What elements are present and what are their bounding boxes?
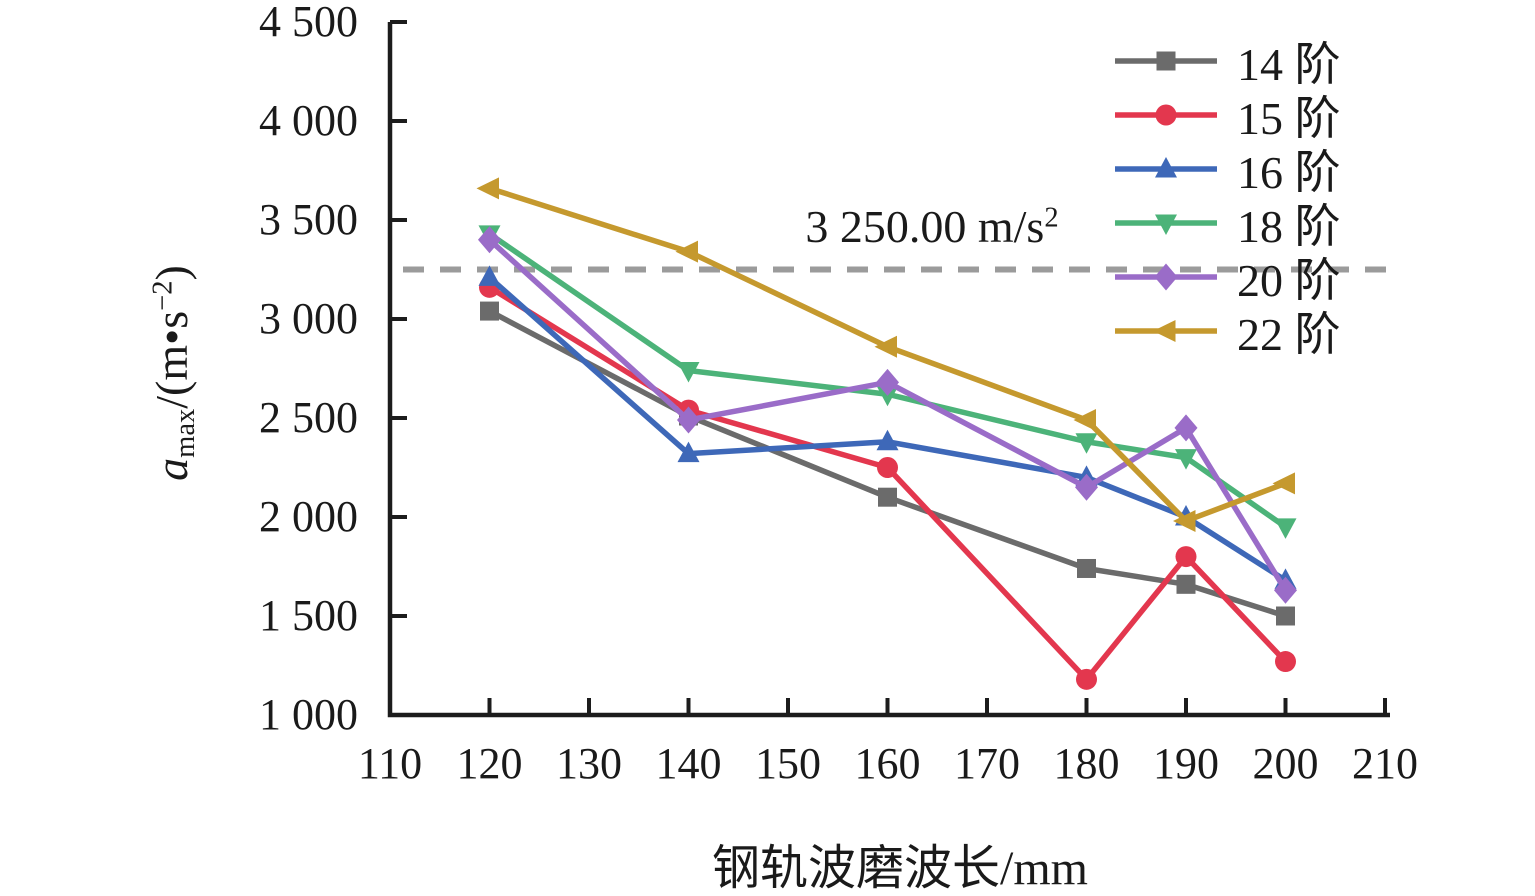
legend-swatch-triangle-up-icon bbox=[1115, 157, 1217, 178]
data-point-marker-triangle-left bbox=[1153, 320, 1176, 342]
x-tick-label: 200 bbox=[1252, 739, 1319, 788]
legend: 14 阶 15 阶 16 阶 18 阶 20 阶 22 阶 bbox=[1113, 34, 1341, 360]
x-tick-label: 210 bbox=[1352, 739, 1418, 788]
x-tick-label: 160 bbox=[854, 739, 921, 788]
legend-label: 16 阶 bbox=[1237, 147, 1341, 198]
data-point-marker-triangle-up bbox=[1155, 157, 1177, 178]
x-tick-label: 120 bbox=[456, 739, 523, 788]
legend-item: 16 阶 bbox=[1113, 142, 1341, 198]
data-point-marker-triangle-down bbox=[1075, 433, 1098, 454]
legend-swatch-square-icon bbox=[1115, 51, 1217, 71]
y-tick-label: 3 000 bbox=[259, 294, 358, 343]
data-point-marker-diamond bbox=[1274, 576, 1297, 604]
legend-label: 15 阶 bbox=[1237, 93, 1341, 144]
reference-line-label: 3 250.00 m/s2 bbox=[682, 200, 1182, 253]
legend-item: 14 阶 bbox=[1113, 34, 1341, 90]
series-order-22阶 bbox=[476, 177, 1295, 532]
series-order-18阶 bbox=[478, 225, 1297, 539]
data-point-marker-diamond bbox=[1174, 414, 1198, 442]
data-point-marker-triangle-left bbox=[1073, 408, 1096, 431]
series-line bbox=[486, 308, 1289, 619]
series-line bbox=[486, 237, 1289, 594]
data-point-marker-diamond bbox=[876, 368, 899, 396]
x-tick-label: 190 bbox=[1153, 739, 1219, 788]
y-tick-label: 2 000 bbox=[259, 492, 358, 541]
legend-swatch-triangle-left-icon bbox=[1115, 320, 1217, 342]
data-point-marker-circle bbox=[1076, 668, 1097, 690]
y-tick-label: 3 500 bbox=[259, 195, 358, 244]
data-point-marker-triangle-left bbox=[1272, 472, 1295, 495]
data-point-marker-triangle-left bbox=[675, 240, 698, 263]
legend-item: 15 阶 bbox=[1113, 88, 1341, 144]
data-point-marker-square bbox=[878, 487, 897, 507]
data-point-marker-triangle-up bbox=[677, 441, 700, 463]
series-line bbox=[486, 274, 1289, 584]
series-line bbox=[486, 231, 1289, 530]
x-tick-label: 150 bbox=[755, 739, 821, 788]
data-point-marker-triangle-down bbox=[1175, 449, 1197, 470]
legend-label: 20 阶 bbox=[1237, 255, 1341, 306]
data-point-marker-diamond bbox=[1154, 263, 1178, 291]
data-point-marker-circle bbox=[877, 457, 898, 478]
legend-label: 14 阶 bbox=[1237, 39, 1341, 90]
y-axis-title: amax/(m•s−2) bbox=[141, 83, 203, 663]
x-tick-label: 130 bbox=[556, 739, 622, 788]
y-tick-label: 1 500 bbox=[259, 591, 358, 640]
legend-swatch-triangle-down-icon bbox=[1115, 214, 1217, 235]
x-tick-label: 110 bbox=[357, 739, 423, 788]
data-point-marker-square bbox=[1156, 51, 1176, 71]
data-point-marker-diamond bbox=[478, 226, 501, 254]
data-point-marker-square bbox=[1176, 574, 1196, 594]
data-point-marker-triangle-down bbox=[1274, 518, 1297, 539]
data-point-marker-square bbox=[1276, 606, 1295, 626]
reference-line-exponent: 2 bbox=[1044, 202, 1059, 234]
y-tick-label: 4 500 bbox=[259, 0, 358, 46]
x-tick-label: 170 bbox=[954, 739, 1020, 788]
legend-swatch-circle-icon bbox=[1115, 104, 1217, 126]
data-point-marker-triangle-down bbox=[876, 385, 899, 407]
y-axis-unit-suffix: ) bbox=[146, 265, 197, 281]
legend-item: 20 阶 bbox=[1113, 250, 1341, 306]
y-axis-unit-exponent: −2 bbox=[147, 280, 179, 311]
legend-item: 22 阶 bbox=[1113, 304, 1341, 360]
legend-label: 22 阶 bbox=[1237, 309, 1341, 360]
x-tick-label: 180 bbox=[1053, 739, 1120, 788]
data-point-marker-circle bbox=[1275, 651, 1296, 673]
data-point-marker-triangle-down bbox=[1155, 214, 1177, 235]
x-tick-label: 140 bbox=[655, 739, 722, 788]
legend-item: 18 阶 bbox=[1113, 196, 1341, 252]
y-axis-subscript: max bbox=[170, 408, 202, 458]
data-point-marker-triangle-down bbox=[677, 361, 700, 383]
data-point-marker-diamond bbox=[1075, 473, 1098, 501]
data-point-marker-circle bbox=[1175, 546, 1197, 568]
data-point-marker-diamond bbox=[677, 406, 700, 434]
y-tick-label: 2 500 bbox=[259, 393, 358, 442]
reference-line-value: 3 250.00 m/s bbox=[805, 201, 1045, 252]
data-point-marker-triangle-up bbox=[478, 265, 501, 286]
y-tick-label: 1 000 bbox=[259, 690, 358, 739]
y-axis-variable: a bbox=[146, 457, 197, 481]
data-point-marker-triangle-up bbox=[876, 429, 899, 451]
data-point-marker-triangle-left bbox=[476, 177, 499, 200]
axis-ticks bbox=[388, 20, 1387, 717]
data-point-marker-triangle-left bbox=[874, 335, 897, 358]
x-axis-title: 钢轨波磨波长/mm bbox=[711, 842, 1088, 895]
data-point-marker-square bbox=[480, 301, 499, 321]
series-order-20阶 bbox=[478, 226, 1297, 604]
data-point-marker-triangle-left bbox=[1173, 509, 1196, 532]
legend-label: 18 阶 bbox=[1237, 201, 1341, 252]
data-point-marker-square bbox=[1077, 558, 1096, 578]
y-axis-unit-prefix: /(m•s bbox=[146, 310, 197, 409]
series-line bbox=[486, 185, 1289, 524]
data-point-marker-circle bbox=[1155, 104, 1177, 126]
legend-swatch-diamond-icon bbox=[1115, 263, 1217, 291]
y-tick-label: 4 000 bbox=[259, 96, 358, 145]
